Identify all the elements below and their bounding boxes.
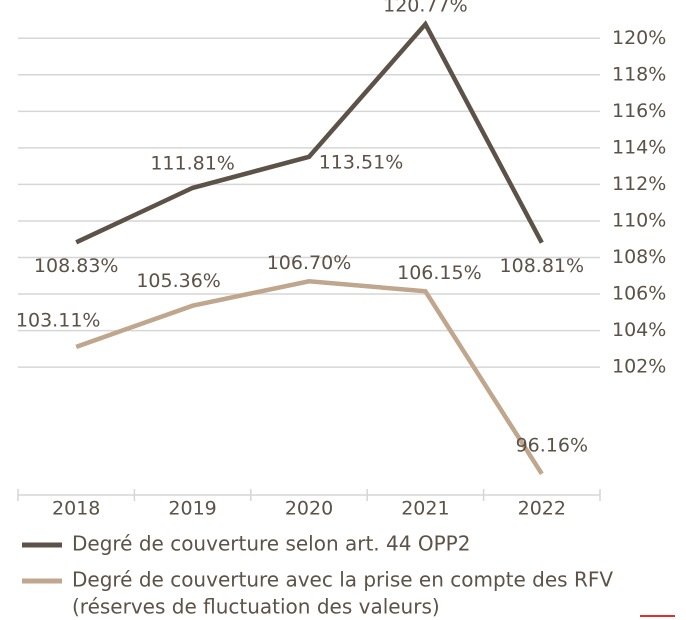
- data-label: 96.16%: [516, 434, 588, 456]
- y-tick-label: 118%: [612, 63, 666, 85]
- y-tick-label: 106%: [612, 283, 666, 305]
- data-label: 105.36%: [136, 270, 221, 292]
- x-tick-label: 2018: [52, 498, 100, 520]
- data-label: 120.77%: [383, 0, 468, 17]
- legend-label: Degré de couverture avec la prise en com…: [72, 568, 613, 592]
- data-label: 103.11%: [16, 309, 101, 331]
- legend-label: Degré de couverture selon art. 44 OPP2: [72, 532, 470, 556]
- x-tick-label: 2019: [168, 498, 216, 520]
- y-tick-label: 110%: [612, 209, 666, 231]
- x-tick-label: 2021: [401, 498, 449, 520]
- y-tick-label: 108%: [612, 246, 666, 268]
- data-label: 111.81%: [150, 152, 235, 174]
- y-tick-label: 112%: [612, 173, 666, 195]
- series-line: [75, 278, 544, 476]
- data-label: 106.70%: [267, 252, 352, 274]
- x-tick-label: 2022: [518, 498, 566, 520]
- y-tick-label: 116%: [612, 100, 666, 122]
- y-tick-label: 120%: [612, 27, 666, 49]
- data-label: 108.83%: [34, 255, 119, 277]
- series-line: [75, 20, 544, 245]
- data-label: 106.15%: [397, 262, 482, 284]
- y-tick-label: 114%: [612, 136, 666, 158]
- legend-label: (réserves de fluctuation des valeurs): [72, 595, 440, 619]
- data-label: 108.81%: [500, 255, 585, 277]
- data-label: 113.51%: [319, 151, 404, 173]
- y-tick-label: 104%: [612, 319, 666, 341]
- x-tick-label: 2020: [285, 498, 333, 520]
- y-tick-label: 102%: [612, 356, 666, 378]
